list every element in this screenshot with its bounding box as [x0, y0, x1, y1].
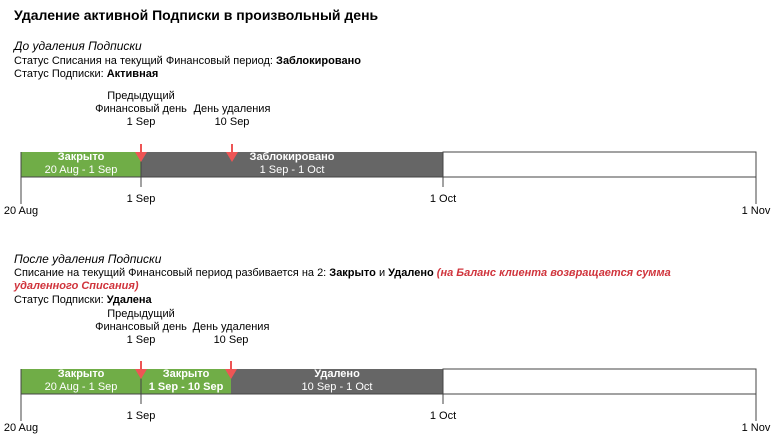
marker-label: День удаления: [192, 321, 270, 333]
status-line: Статус Подписки: Активная: [14, 68, 729, 81]
axis-label: 1 Nov: [741, 205, 771, 217]
segment-label: Закрыто: [162, 368, 210, 380]
segment-label: Закрыто: [57, 151, 105, 163]
segment: [21, 152, 141, 177]
status-line: Списание на текущий Финансовый период ра…: [14, 267, 729, 293]
segment-label: Удалено: [314, 368, 360, 380]
text-part: Активная: [106, 68, 159, 80]
segment-dates: 10 Sep - 1 Oct: [301, 381, 373, 393]
marker-label: 1 Sep: [126, 334, 156, 346]
axis-label: 1 Sep: [126, 193, 156, 205]
title: Удаление активной Подписки в произвольны…: [14, 7, 379, 23]
text-part: Статус Списания на текущий Финансовый пе…: [14, 55, 277, 67]
marker-label: Финансовый день: [95, 321, 187, 333]
text-part: Удалена: [106, 294, 152, 306]
marker-label: Предыдущий: [107, 308, 175, 320]
status-line: Статус Подписки: Удалена: [14, 294, 729, 307]
segment: [141, 152, 443, 177]
arrow-head: [135, 369, 147, 379]
segment: [21, 369, 141, 394]
text-part: Удалено: [388, 267, 434, 279]
text-part: Статус Подписки:: [14, 294, 107, 306]
text-part: Статус Подписки:: [14, 68, 107, 80]
arrow-head: [226, 152, 238, 162]
segment: [141, 369, 231, 394]
axis-label: 1 Oct: [429, 193, 457, 205]
arrow-head: [135, 152, 147, 162]
status-line: Статус Списания на текущий Финансовый пе…: [14, 55, 729, 68]
section-heading: После удаления Подписки: [14, 252, 162, 266]
text-part: Списание на текущий Финансовый период ра…: [14, 267, 330, 279]
empty-segment: [442, 151, 757, 178]
marker-label: Предыдущий: [107, 90, 175, 102]
segment-label: Заблокировано: [249, 151, 335, 163]
empty-segment: [442, 368, 757, 395]
text-part: и: [375, 267, 389, 279]
marker-label: 1 Sep: [126, 116, 156, 128]
section-heading: До удаления Подписки: [14, 39, 142, 53]
text-part: Заблокировано: [276, 55, 361, 67]
text-part: Закрыто: [329, 267, 376, 279]
axis-label: 1 Nov: [741, 422, 771, 434]
axis-label: 20 Aug: [3, 422, 39, 434]
text-part: (на Баланс клиента возвращается сумма уд…: [14, 267, 671, 292]
axis-label: 1 Sep: [126, 410, 156, 422]
segment-dates: 1 Sep - 1 Oct: [259, 164, 325, 176]
arrow-head: [225, 369, 237, 379]
marker-label: 10 Sep: [214, 116, 250, 128]
axis-label: 1 Oct: [429, 410, 457, 422]
segment-dates: 20 Aug - 1 Sep: [44, 164, 118, 176]
segment-dates: 1 Sep - 10 Sep: [148, 381, 224, 393]
axis-label: 20 Aug: [3, 205, 39, 217]
segment: [231, 369, 443, 394]
segment-label: Закрыто: [57, 368, 105, 380]
segment-dates: 20 Aug - 1 Sep: [44, 381, 118, 393]
marker-label: День удаления: [193, 103, 271, 115]
marker-label: Финансовый день: [95, 103, 187, 115]
marker-label: 10 Sep: [213, 334, 249, 346]
